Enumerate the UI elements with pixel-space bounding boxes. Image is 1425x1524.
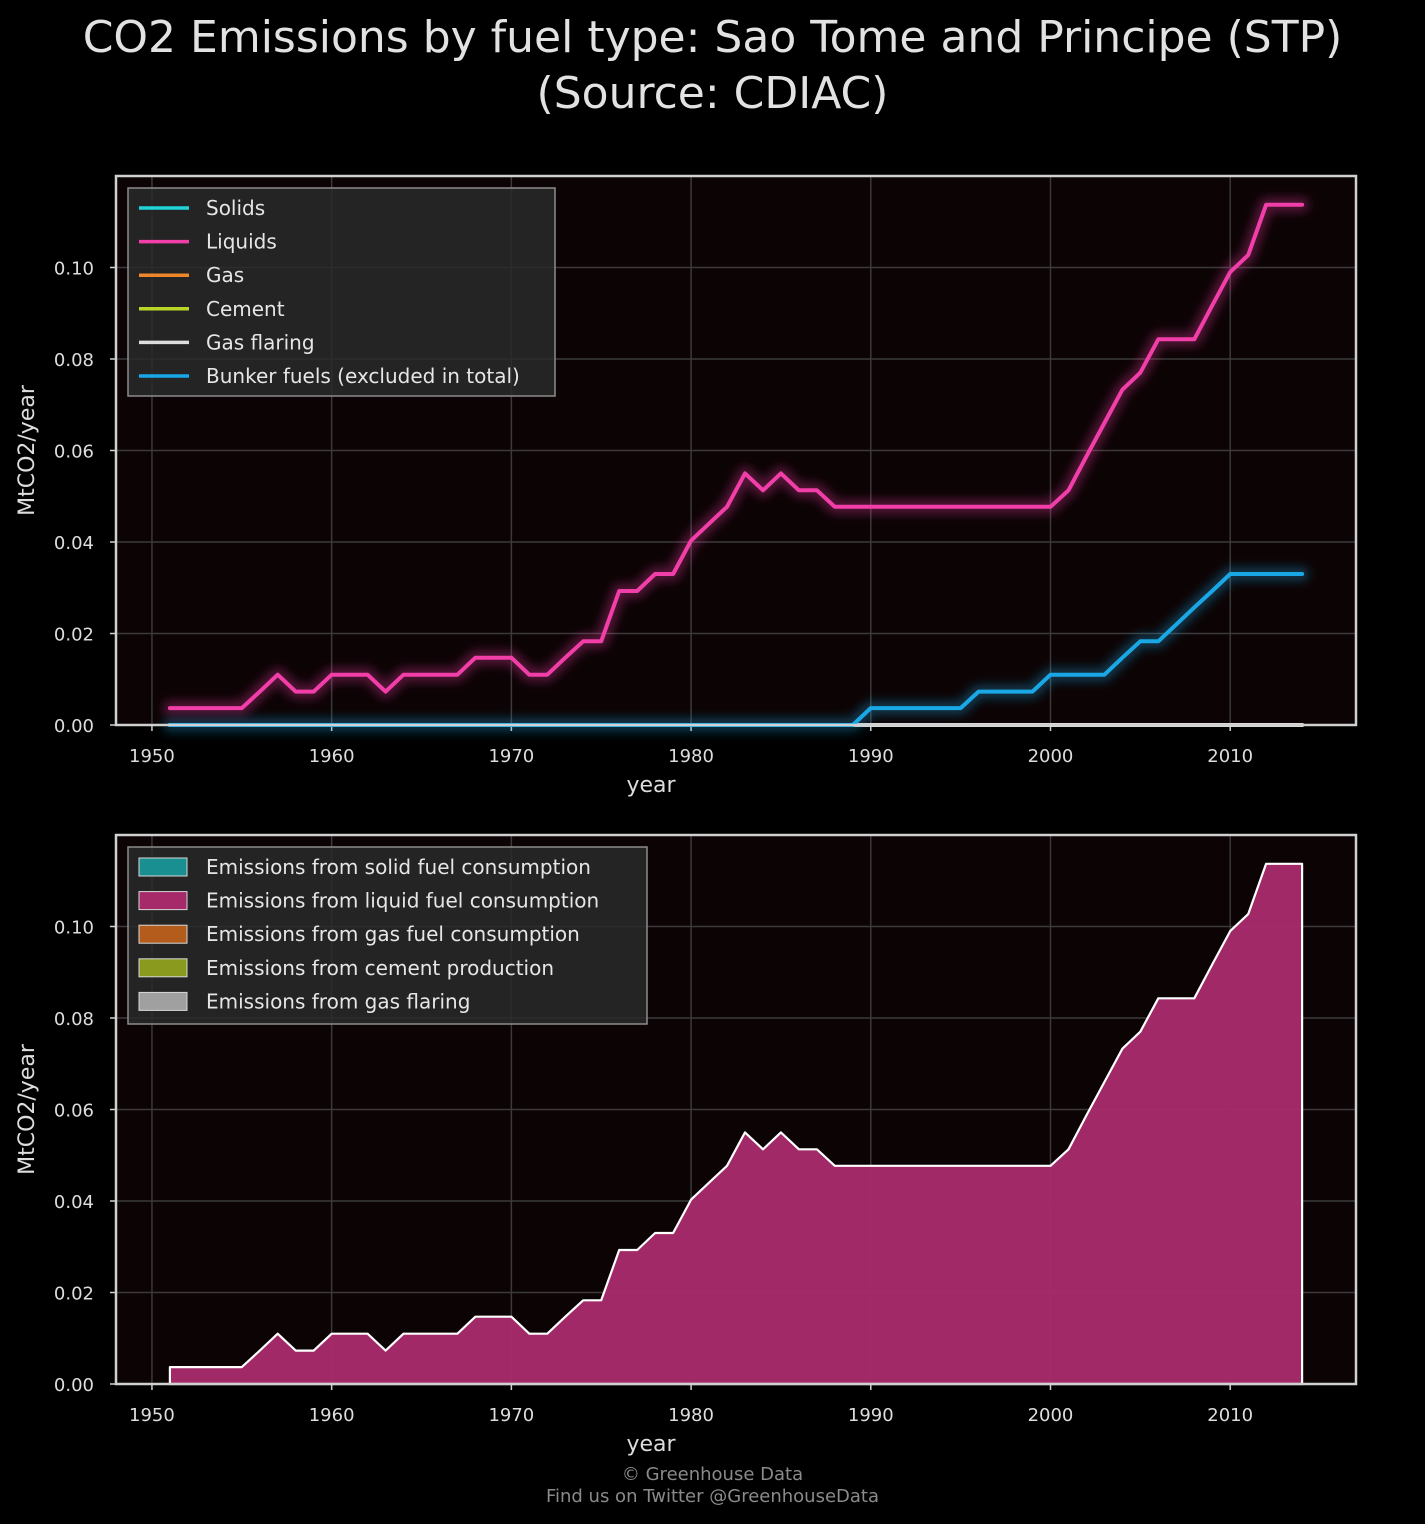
- bottom-x-tick-label-2000: 2000: [1028, 1405, 1074, 1426]
- bottom-legend-label-area_flaring: Emissions from gas flaring: [206, 989, 470, 1013]
- top-series-line-liquids: [167, 202, 1305, 711]
- bottom-legend-label-area_solids: Emissions from solid fuel consumption: [206, 855, 591, 879]
- chart-title-line-2: (Source: CDIAC): [536, 68, 889, 119]
- top-x-tick-label-1970: 1970: [488, 746, 534, 767]
- bottom-x-axis-label: year: [626, 1432, 676, 1457]
- area-chart-panel: 1950 1960 1970 1980 1990 2000 2010 0.00 0.02 0.04…: [15, 833, 1358, 1457]
- bottom-y-tick-label-0.10: 0.10: [54, 918, 94, 939]
- top-y-tick-label-0.02: 0.02: [54, 625, 94, 646]
- top-y-tick-label-0.04: 0.04: [54, 533, 94, 554]
- top-y-tick-label-0.00: 0.00: [54, 716, 94, 737]
- top-x-tick-label-1960: 1960: [309, 746, 355, 767]
- top-y-tick-label-0.06: 0.06: [54, 442, 94, 463]
- top-legend-label-liquids: Liquids: [206, 230, 277, 254]
- bottom-y-tick-label-0.02: 0.02: [54, 1284, 94, 1305]
- bottom-x-tick-label-1950: 1950: [129, 1405, 175, 1426]
- top-x-tick-label-2000: 2000: [1028, 746, 1074, 767]
- bottom-x-tick-label-1980: 1980: [668, 1405, 714, 1426]
- bottom-x-tick-label-1990: 1990: [848, 1405, 894, 1426]
- bottom-y-tick-label-0.06: 0.06: [54, 1101, 94, 1122]
- bottom-y-axis-label: MtCO2/year: [15, 1043, 40, 1175]
- top-x-tick-label-1950: 1950: [129, 746, 175, 767]
- bottom-x-tick-label-1970: 1970: [488, 1405, 534, 1426]
- top-x-tick-label-1990: 1990: [848, 746, 894, 767]
- top-x-tick-label-2010: 2010: [1207, 746, 1253, 767]
- top-x-tick-label-1980: 1980: [668, 746, 714, 767]
- bottom-legend-swatch-area_flaring: [138, 991, 188, 1011]
- top-legend-label-solids: Solids: [206, 196, 265, 220]
- line-chart-panel: 1950 1960 1970 1980 1990 2000 2010 0.00 0.02 0.04…: [15, 174, 1358, 798]
- top-plot-frame: [114, 174, 1358, 727]
- footer: © Greenhouse Data Find us on Twitter @Gr…: [0, 1464, 1425, 1508]
- bottom-legend-label-area_gas: Emissions from gas fuel consumption: [206, 922, 580, 946]
- bottom-area-liquids: [168, 862, 1304, 1386]
- top-y-tick-label-0.08: 0.08: [54, 350, 94, 371]
- top-x-axis-label: year: [626, 773, 676, 798]
- top-y-axis-label: MtCO2/year: [15, 384, 40, 516]
- bottom-y-tick-label-0.04: 0.04: [54, 1192, 94, 1213]
- bottom-x-tick-label-2010: 2010: [1207, 1405, 1253, 1426]
- footer-twitter: Find us on Twitter @GreenhouseData: [545, 1486, 880, 1507]
- bottom-legend-swatch-area_liquids: [138, 891, 188, 911]
- bottom-y-tick-label-0.08: 0.08: [54, 1009, 94, 1030]
- bottom-legend-label-area_liquids: Emissions from liquid fuel consumption: [206, 889, 599, 913]
- bottom-plot-frame: [114, 833, 1358, 1386]
- footer-copyright: © Greenhouse Data: [621, 1464, 804, 1485]
- chart-title-line-1: CO2 Emissions by fuel type: Sao Tome and…: [82, 12, 1343, 63]
- top-y-tick-label-0.10: 0.10: [54, 259, 94, 280]
- top-legend: [127, 187, 556, 397]
- bottom-legend: [127, 846, 648, 1025]
- top-legend-label-gas: Gas: [206, 263, 244, 287]
- top-legend-label-bunker: Bunker fuels (excluded in total): [206, 364, 520, 388]
- bottom-legend-label-area_cement: Emissions from cement production: [206, 956, 554, 980]
- bottom-x-tick-label-1960: 1960: [309, 1405, 355, 1426]
- bottom-legend-swatch-area_gas: [138, 924, 188, 944]
- bottom-legend-swatch-area_cement: [138, 958, 188, 978]
- top-legend-label-gas_flaring: Gas flaring: [206, 330, 315, 354]
- chart-title: CO2 Emissions by fuel type: Sao Tome and…: [0, 10, 1425, 122]
- top-legend-label-cement: Cement: [206, 297, 285, 321]
- bottom-y-tick-label-0.00: 0.00: [54, 1375, 94, 1396]
- bottom-legend-swatch-area_solids: [138, 857, 188, 877]
